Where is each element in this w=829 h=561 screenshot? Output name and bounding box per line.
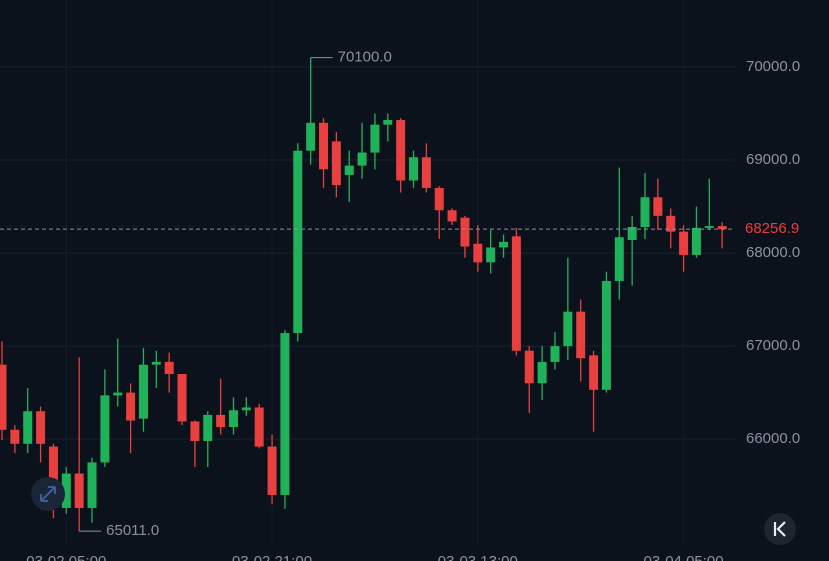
candle-body bbox=[434, 187, 444, 211]
candle-body bbox=[601, 280, 611, 390]
candle-body bbox=[267, 446, 277, 495]
candle-body bbox=[190, 421, 200, 441]
candle-body bbox=[511, 236, 521, 351]
candle-body bbox=[447, 210, 457, 222]
candle-body bbox=[164, 361, 174, 374]
candle-body bbox=[653, 197, 663, 216]
scroll-to-latest-button[interactable] bbox=[764, 513, 796, 545]
candle-body bbox=[524, 350, 534, 384]
candle-body bbox=[550, 346, 560, 362]
candle-body bbox=[113, 392, 123, 396]
y-tick-label: 70000.0 bbox=[746, 58, 800, 75]
candle-body bbox=[0, 364, 7, 430]
candle-body bbox=[203, 414, 213, 441]
candle-body bbox=[293, 150, 303, 334]
candle-body bbox=[537, 361, 547, 384]
candle-body bbox=[344, 165, 354, 175]
labels: 66000.0 67000.0 68000.0 69000.0 70000.0 03-02… bbox=[0, 49, 829, 561]
scroll-button-icon bbox=[773, 521, 786, 537]
candle-body bbox=[627, 227, 637, 241]
scroll-button-circle[interactable] bbox=[764, 513, 796, 545]
candle-body bbox=[87, 462, 97, 508]
candle-body bbox=[280, 333, 290, 495]
candle-body bbox=[216, 414, 226, 428]
candle-body bbox=[74, 473, 84, 508]
grid bbox=[0, 0, 735, 545]
y-tick-label: 69000.0 bbox=[746, 151, 800, 168]
x-tick-label: 03-02 05:00 bbox=[26, 553, 106, 561]
candle-body bbox=[704, 226, 714, 228]
candle-body bbox=[614, 237, 624, 281]
candle-body bbox=[589, 355, 599, 390]
x-tick-label: 03-03 13:00 bbox=[438, 553, 518, 561]
candle-body bbox=[319, 122, 328, 170]
candle-body bbox=[640, 197, 650, 228]
candle-body bbox=[10, 429, 20, 444]
candle-body bbox=[138, 364, 148, 419]
candle-body bbox=[151, 361, 161, 365]
candle-body bbox=[691, 227, 701, 255]
candle-body bbox=[473, 243, 483, 263]
candle-body bbox=[679, 231, 689, 255]
candle-body bbox=[254, 407, 264, 447]
max-label: 70100.0 bbox=[338, 49, 392, 66]
candle-body bbox=[460, 217, 470, 247]
candle-body bbox=[100, 395, 110, 463]
candle-body bbox=[563, 311, 573, 347]
y-tick-label: 67000.0 bbox=[746, 337, 800, 354]
candle-body bbox=[48, 446, 58, 508]
candle-body bbox=[61, 473, 71, 508]
last-price-box bbox=[733, 218, 829, 241]
candle-body bbox=[357, 152, 367, 166]
candle-body bbox=[126, 392, 136, 421]
candle-body bbox=[421, 157, 431, 188]
min-label: 65011.0 bbox=[106, 522, 159, 539]
draw-tool-button[interactable] bbox=[31, 477, 65, 511]
x-tick-label: 03-02 21:00 bbox=[232, 553, 312, 561]
candle-body bbox=[396, 120, 406, 181]
candle-body bbox=[576, 311, 586, 359]
candle-body bbox=[409, 157, 419, 181]
candle-body bbox=[499, 241, 509, 248]
candle-body bbox=[241, 407, 251, 411]
candle-body bbox=[717, 226, 727, 230]
candle-body bbox=[36, 411, 46, 444]
draw-tool-icon bbox=[40, 486, 56, 502]
candle-body bbox=[370, 124, 380, 153]
candle-body bbox=[383, 120, 393, 125]
candle-body bbox=[228, 410, 238, 428]
x-tick-label: 03-04 05:00 bbox=[644, 553, 724, 561]
candle-body bbox=[486, 247, 496, 263]
candle-body bbox=[666, 215, 676, 232]
y-tick-label: 66000.0 bbox=[746, 430, 800, 447]
candles bbox=[0, 57, 727, 532]
candle-body bbox=[306, 122, 316, 151]
candle-body bbox=[177, 374, 187, 422]
candle-body bbox=[331, 141, 341, 186]
candle-body bbox=[23, 411, 33, 444]
y-tick-label: 68000.0 bbox=[746, 244, 800, 261]
last-price-label: 68256.9 bbox=[745, 220, 799, 237]
